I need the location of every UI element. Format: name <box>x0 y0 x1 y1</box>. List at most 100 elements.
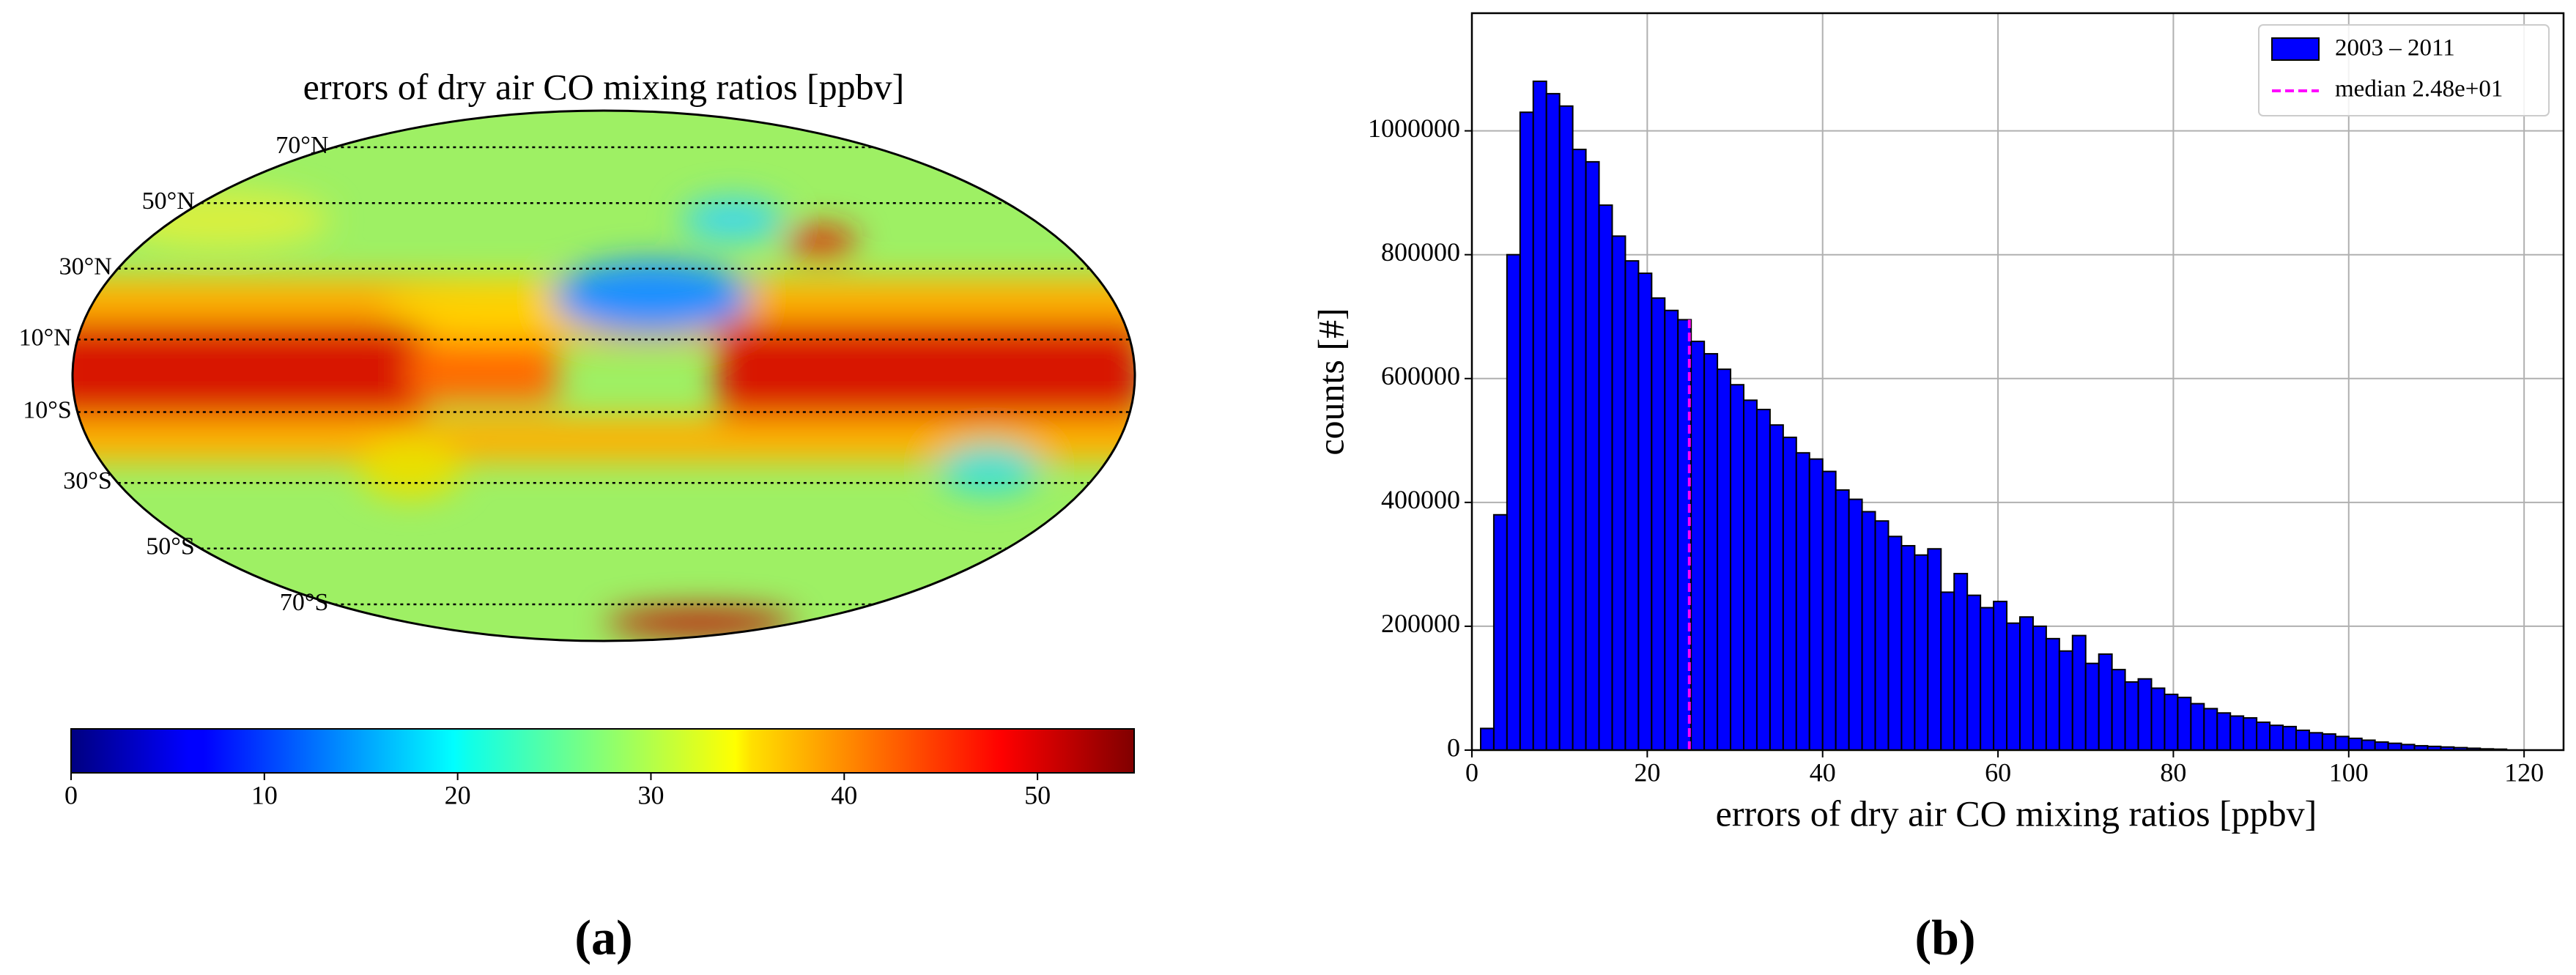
histogram-bar <box>2216 712 2232 751</box>
histogram-bar <box>2137 678 2153 751</box>
parallel-label: 50°N <box>142 188 195 215</box>
legend-label: median 2.48e+01 <box>2335 76 2503 103</box>
y-tick-label: 600000 <box>1381 361 1460 390</box>
histogram-bar <box>1782 437 1797 751</box>
histogram-bar <box>1664 309 1679 752</box>
histogram-bar <box>1598 204 1613 752</box>
histogram-bar <box>2045 637 2060 751</box>
histogram-bar <box>1940 591 1955 752</box>
histogram-bar <box>2190 702 2205 751</box>
histogram-bar <box>2177 697 2192 752</box>
histogram-bar <box>1874 520 1890 751</box>
colorbar <box>70 728 1135 774</box>
histogram-bar <box>1755 409 1771 751</box>
histogram-bar <box>2150 687 2166 751</box>
histogram-bar <box>2032 625 2047 752</box>
colorbar-tick-label: 10 <box>251 780 278 809</box>
histogram-bar <box>1993 601 2008 752</box>
y-tick-label: 400000 <box>1381 485 1460 514</box>
parallel-label: 70°N <box>275 132 328 159</box>
histogram-bar <box>2203 708 2218 752</box>
histogram-bar <box>1835 489 1850 751</box>
colorbar-tick-label: 0 <box>64 780 78 809</box>
parallel-label: 30°S <box>63 467 112 494</box>
colorbar-tick-label: 30 <box>637 780 664 809</box>
parallel-label: 50°S <box>146 533 195 560</box>
parallel-label: 10°S <box>23 396 72 423</box>
legend-box <box>2258 24 2550 116</box>
histogram-bar <box>1980 607 1995 752</box>
histogram-bar <box>2006 622 2021 751</box>
histogram-bar <box>1769 424 1784 751</box>
histogram-bar <box>1703 352 1719 751</box>
histogram-bar <box>1624 260 1640 752</box>
histogram-bar <box>1795 452 1810 752</box>
legend-label: 2003 – 2011 <box>2335 35 2455 62</box>
histogram-bar <box>2071 634 2087 751</box>
histogram-bar <box>1821 470 1837 751</box>
y-tick-label: 0 <box>1447 733 1460 762</box>
histogram-bar <box>1848 498 1863 751</box>
histogram-bar <box>2111 669 2126 751</box>
histogram-bar <box>1651 297 1666 751</box>
map-field <box>73 111 1135 641</box>
histogram-bar <box>1717 368 1732 752</box>
x-tick-label: 100 <box>2329 757 2369 787</box>
histogram-bar <box>1690 341 1706 751</box>
parallel-label: 70°S <box>280 589 329 616</box>
colorbar-tick-label: 20 <box>445 780 471 809</box>
histogram-bar <box>2374 741 2389 751</box>
histogram-bar <box>1953 573 1969 751</box>
histogram-bar <box>1558 105 1574 752</box>
histogram-bar <box>1808 458 1824 751</box>
x-tick-label: 20 <box>1634 757 1660 787</box>
x-tick-label: 80 <box>2160 757 2186 787</box>
map-blobs <box>73 190 1135 636</box>
histogram-bar <box>2321 733 2336 751</box>
histogram-bar <box>1637 273 1653 751</box>
histogram-bar <box>1611 235 1626 751</box>
y-tick-label: 800000 <box>1381 237 1460 267</box>
plot-frame <box>1470 12 2565 752</box>
histogram-bar <box>2164 693 2179 751</box>
histogram-bar <box>1900 545 1916 751</box>
histogram-bar <box>2084 662 2100 751</box>
histogram-bar <box>1743 399 1758 751</box>
graticule: 70°N 50°N 30°N 10°N 10°S 30°S 50°S 70°S <box>19 132 1130 616</box>
x-tick-label: 120 <box>2504 757 2544 787</box>
histogram-bar <box>1532 80 1547 752</box>
histogram-bar <box>1479 727 1495 751</box>
histogram-bar <box>1730 384 1745 751</box>
map-title: errors of dry air CO mixing ratios [ppbv… <box>303 66 905 107</box>
histogram-bar <box>2282 725 2297 751</box>
x-tick-label: 40 <box>1810 757 1836 787</box>
histogram-bar <box>1585 160 1600 752</box>
histogram-bar <box>2124 681 2139 752</box>
map-outline <box>71 109 1136 642</box>
x-axis-label: errors of dry air CO mixing ratios [ppbv… <box>1716 793 2317 834</box>
panel-label: (a) <box>574 910 632 965</box>
panel-label: (b) <box>1914 910 1975 965</box>
histogram-bar <box>2058 650 2073 751</box>
histogram-bar <box>1887 535 1903 751</box>
histogram-bar <box>1927 548 1942 751</box>
colorbar-tick-label: 40 <box>831 780 857 809</box>
histogram-bar <box>1506 253 1521 752</box>
histogram-bar <box>2098 653 2113 751</box>
histogram-bar <box>2347 737 2363 751</box>
histogram-bar <box>1966 594 1982 751</box>
histogram-bar <box>2256 721 2271 752</box>
colorbar-tick-label: 50 <box>1024 780 1051 809</box>
histogram-bar <box>2243 717 2258 752</box>
histogram-bar <box>2361 739 2376 751</box>
parallel-label: 10°N <box>19 324 72 351</box>
histogram-bar <box>1519 111 1534 751</box>
histogram-bar <box>2229 715 2245 752</box>
histogram-bar <box>1914 554 1929 751</box>
y-tick-label: 200000 <box>1381 609 1460 638</box>
histogram-bar <box>1545 92 1561 751</box>
histogram-bar <box>2308 732 2323 751</box>
y-axis-label: counts [#] <box>1310 308 1351 455</box>
x-tick-label: 0 <box>1465 757 1478 787</box>
histogram-bar <box>1861 511 1876 751</box>
